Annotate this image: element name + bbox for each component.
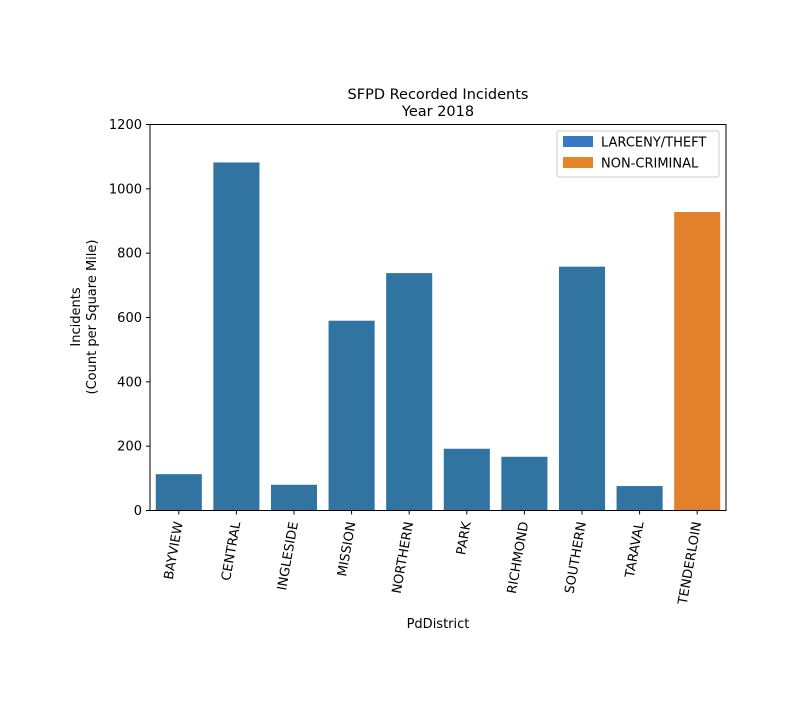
plot-frame xyxy=(149,124,727,511)
bar-southern xyxy=(558,266,606,511)
legend-label-larceny-theft: LARCENY/THEFT xyxy=(601,136,706,151)
x-tick-label-taraval: TARAVAL xyxy=(623,520,648,580)
y-tick-label: 600 xyxy=(117,311,142,326)
y-tick-label: 0 xyxy=(134,504,142,519)
y-tick-label: 200 xyxy=(117,440,142,455)
bar-bayview xyxy=(155,474,202,511)
legend-label-non-criminal: NON-CRIMINAL xyxy=(601,157,699,172)
x-tick-label-mission: MISSION xyxy=(335,521,359,578)
bar-ingleside xyxy=(270,484,318,511)
x-axis: BAYVIEW CENTRAL INGLESIDE MISSION NORTHERN PA… xyxy=(162,510,705,607)
legend-swatch-larceny-theft xyxy=(563,136,593,147)
x-tick-label-central: CENTRAL xyxy=(219,520,244,582)
y-axis-label-line2: (Count per Square Mile) xyxy=(85,240,100,395)
bar-central xyxy=(213,162,260,511)
x-tick-label-richmond: RICHMOND xyxy=(505,521,532,595)
y-tick-label: 400 xyxy=(117,375,142,390)
x-tick-label-southern: SOUTHERN xyxy=(563,521,590,595)
x-tick-label-park: PARK xyxy=(454,520,475,556)
y-tick-label: 1000 xyxy=(109,182,142,197)
legend-box xyxy=(556,130,720,178)
bar-park xyxy=(443,448,490,511)
x-tick-label-bayview: BAYVIEW xyxy=(162,520,187,580)
chart-subtitle: Year 2018 xyxy=(401,104,474,120)
bar-taraval xyxy=(616,486,663,511)
y-tick-label: 800 xyxy=(117,247,142,262)
x-tick-label-northern: NORTHERN xyxy=(390,521,417,595)
x-tick-label-tenderloin: TENDERLOIN xyxy=(676,521,705,607)
y-tick-label: 1200 xyxy=(109,118,142,133)
x-tick-label-ingleside: INGLESIDE xyxy=(275,521,302,592)
bar-richmond xyxy=(501,456,548,511)
bar-northern xyxy=(386,273,433,511)
chart-title: SFPD Recorded Incidents xyxy=(348,87,529,103)
x-axis-label: PdDistrict xyxy=(407,617,470,632)
legend-swatch-non-criminal xyxy=(563,157,593,168)
y-axis-label-line1: Incidents xyxy=(69,287,84,346)
legend: LARCENY/THEFT NON-CRIMINAL xyxy=(556,130,720,178)
bar-tenderloin xyxy=(674,211,721,511)
bar-mission xyxy=(328,320,375,511)
bars-group xyxy=(155,162,721,511)
y-axis: 0 200 400 600 800 1000 1200 xyxy=(109,118,150,519)
